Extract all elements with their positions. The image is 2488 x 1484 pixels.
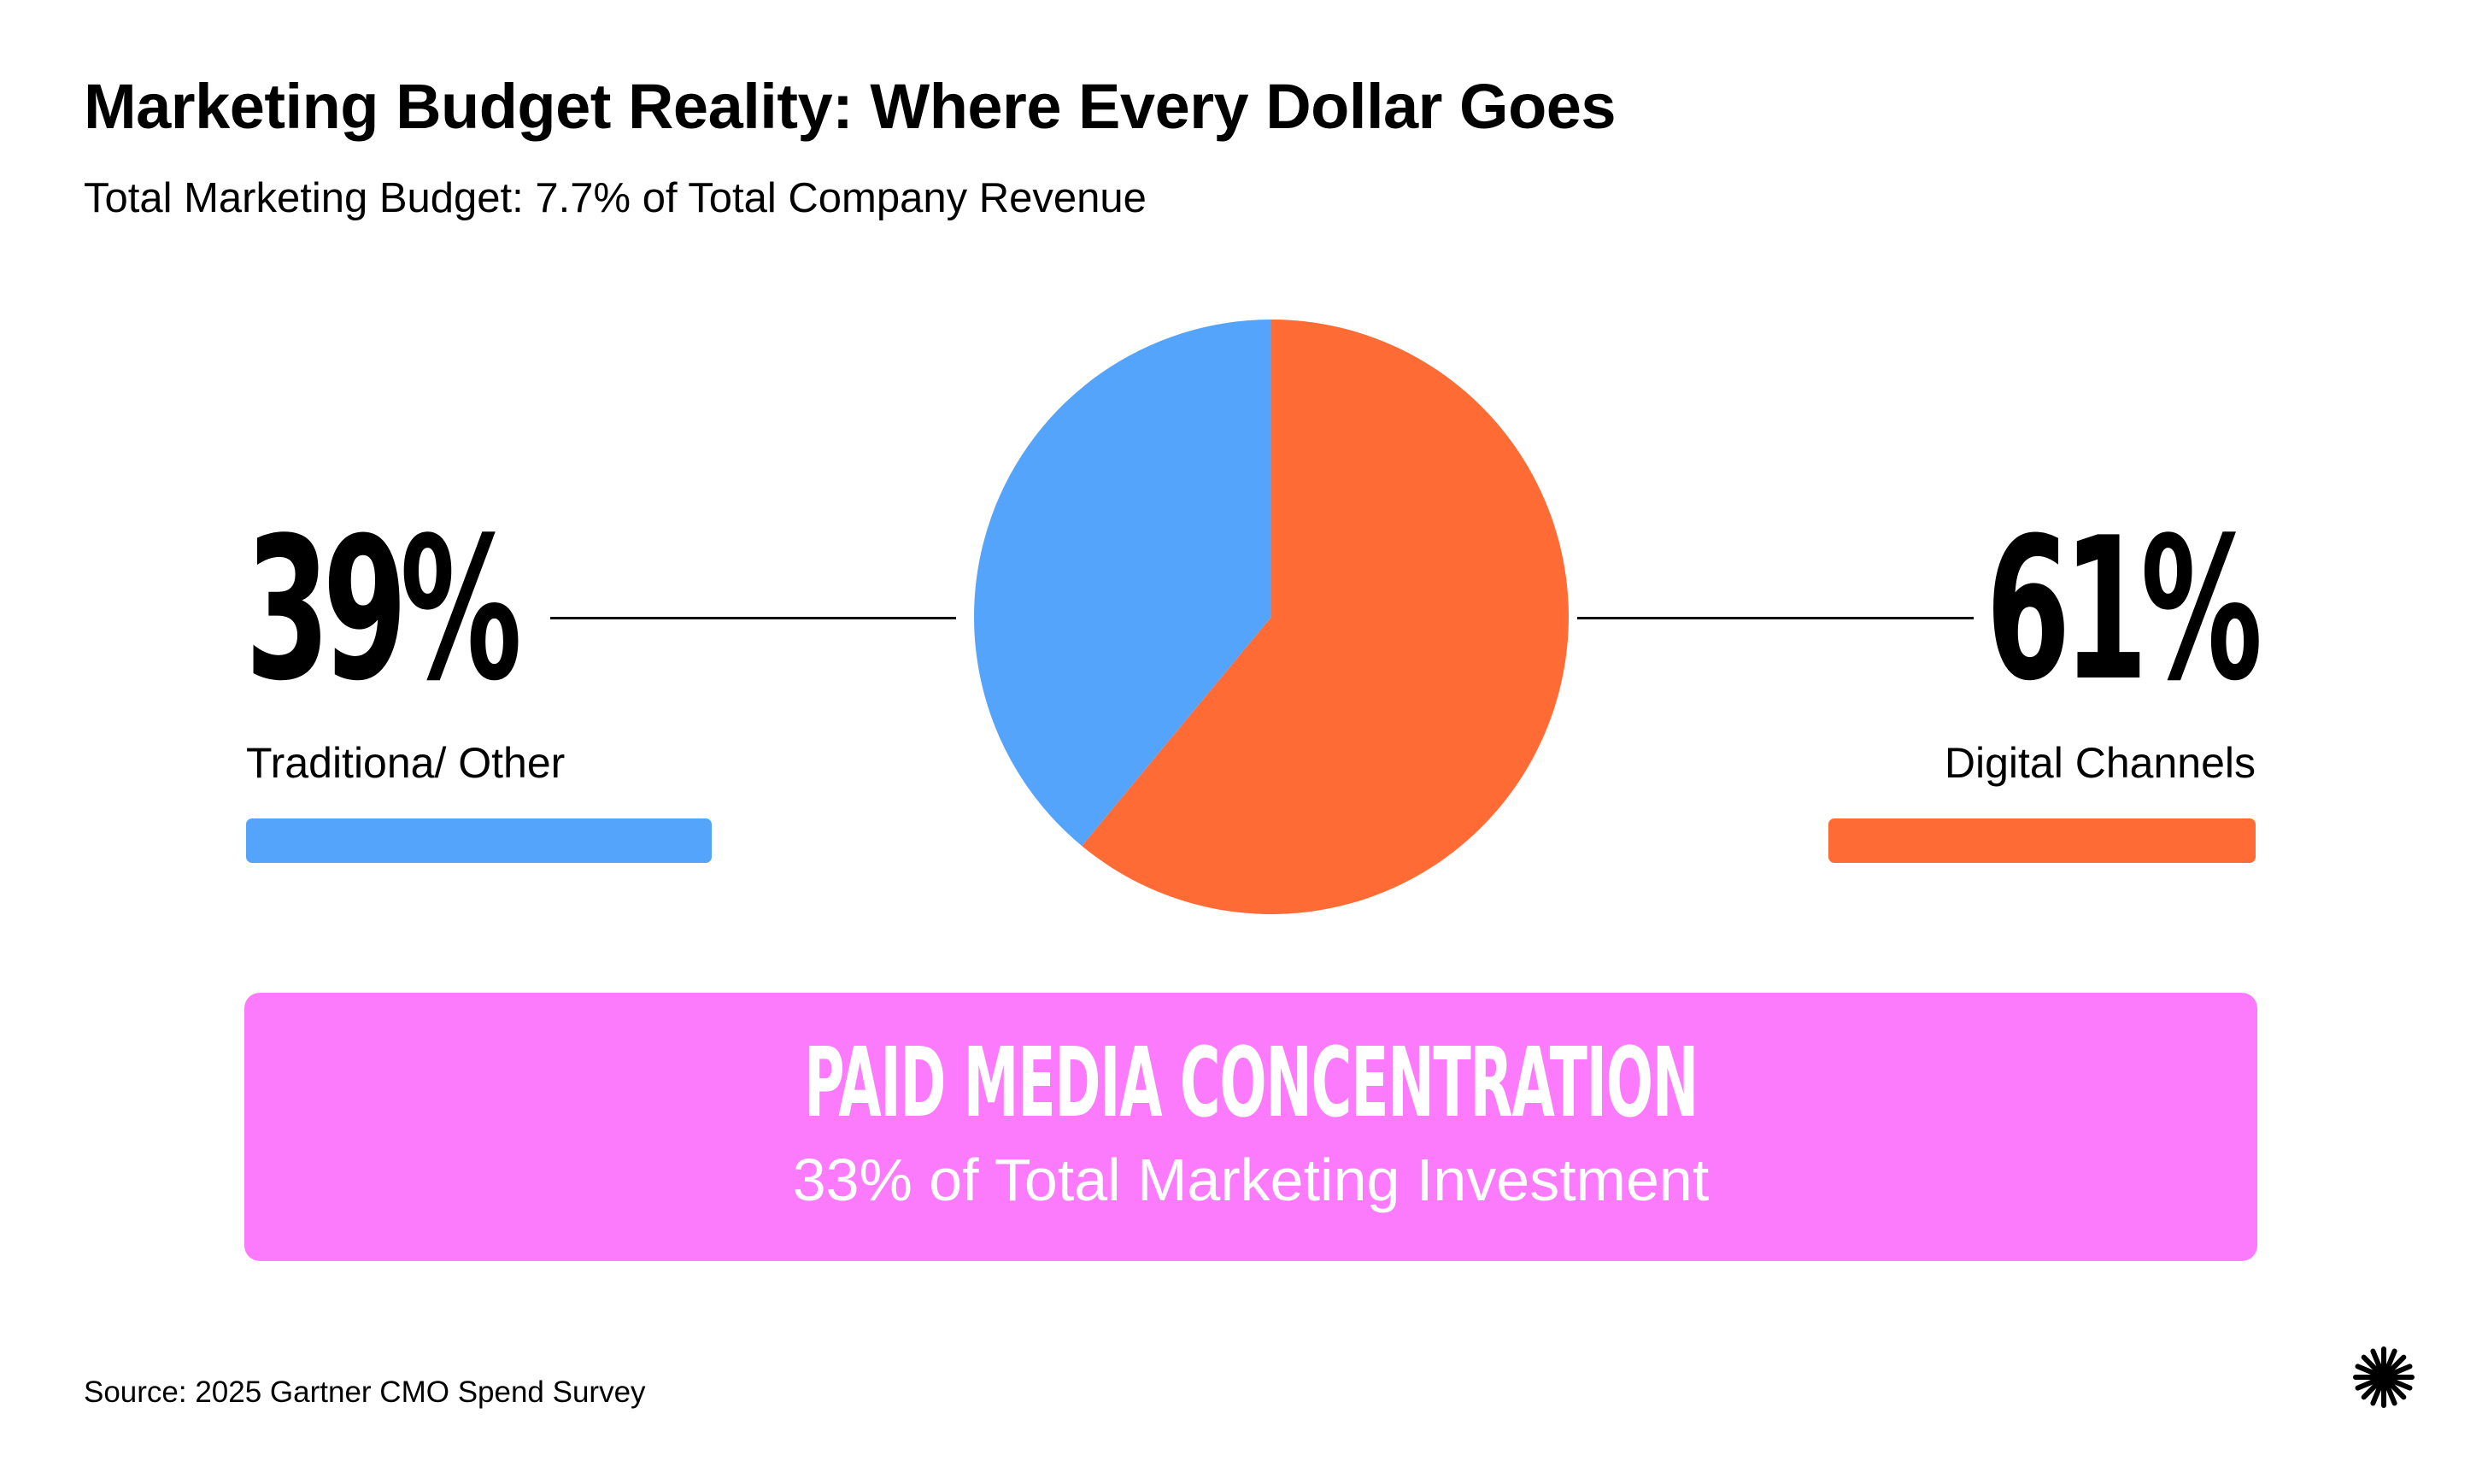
logo-ray [2355, 1377, 2380, 1391]
logo-ray [2385, 1354, 2407, 1375]
pie-slice-traditional [974, 320, 1271, 847]
connector-line-left [550, 617, 956, 619]
chart-subtitle: Total Marketing Budget: 7.7% of Total Co… [84, 175, 1147, 221]
logo-ray [2384, 1348, 2397, 1374]
digital-legend-bar [1828, 818, 2256, 863]
callout-subtitle: 33% of Total Marketing Investment [792, 1147, 1710, 1213]
connector-line-right [1577, 617, 1974, 619]
logo-ray [2384, 1381, 2397, 1406]
digital-label: Digital Channels [1944, 739, 2256, 787]
logo-ray [2361, 1354, 2382, 1375]
pie-chart [974, 320, 1569, 914]
digital-percentage: 61% [1986, 496, 2263, 724]
starburst-icon [2353, 1346, 2415, 1408]
logo-ray [2370, 1348, 2384, 1374]
paid-media-callout: PAID MEDIA CONCENTRATION 33% of Total Ma… [244, 993, 2257, 1261]
traditional-legend-bar [246, 818, 712, 863]
logo-ray [2355, 1364, 2380, 1377]
logo-ray [2385, 1379, 2407, 1400]
source-note: Source: 2025 Gartner CMO Spend Survey [84, 1375, 646, 1409]
logo-ray [2361, 1379, 2382, 1400]
pie-slice-digital [1082, 320, 1569, 914]
chart-title: Marketing Budget Reality: Where Every Do… [84, 71, 1617, 142]
traditional-label: Traditiona/ Other [246, 739, 566, 787]
callout-title: PAID MEDIA CONCENTRATION [803, 1028, 1699, 1139]
traditional-percentage: 39% [245, 496, 522, 724]
logo-ray [2387, 1364, 2413, 1377]
logo-ray [2387, 1377, 2413, 1391]
logo-ray [2370, 1381, 2384, 1406]
